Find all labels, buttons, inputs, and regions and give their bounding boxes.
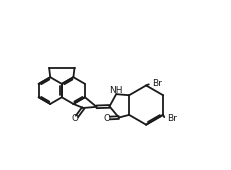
Text: O: O — [71, 114, 78, 123]
Text: O: O — [103, 114, 110, 123]
Text: NH: NH — [109, 86, 122, 95]
Text: Br: Br — [166, 114, 176, 123]
Text: Br: Br — [151, 79, 161, 88]
